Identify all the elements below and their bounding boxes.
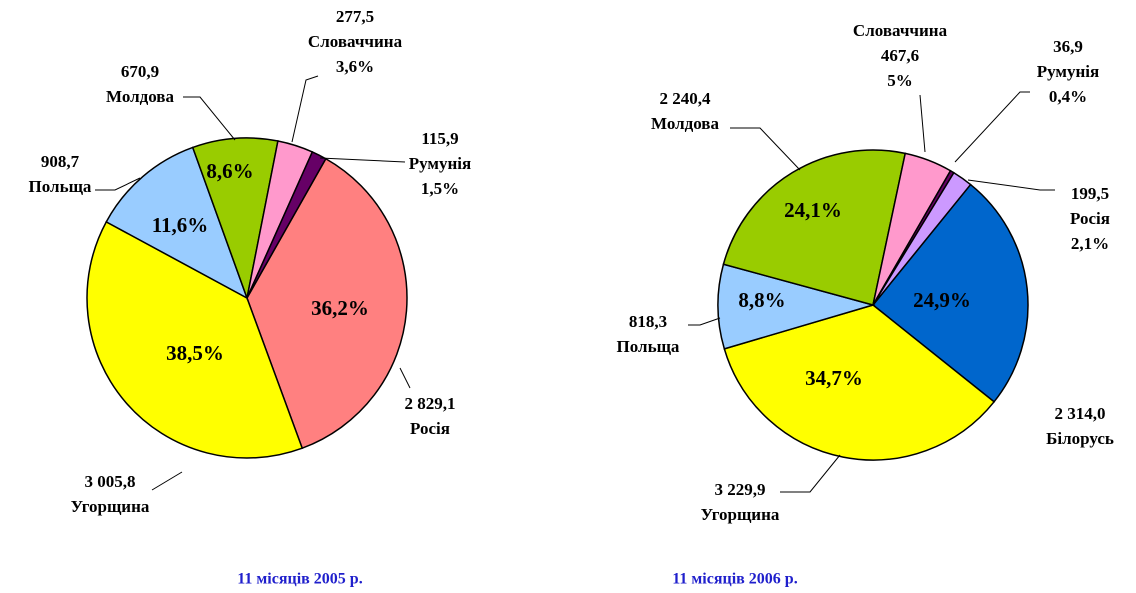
amount-label: 908,7 [41, 152, 80, 171]
category-label: Словаччина [853, 21, 948, 40]
leader-line [183, 96, 236, 141]
leader-line [780, 454, 841, 493]
leader-line [95, 177, 141, 191]
amount-label: 115,9 [421, 129, 458, 148]
amount-label: 818,3 [629, 312, 667, 331]
amount-label: 3 229,9 [715, 480, 766, 499]
category-label: Росія [1070, 209, 1110, 228]
percent-label: 1,5% [421, 179, 459, 198]
leader-line [319, 157, 406, 163]
category-label: Румунія [1037, 62, 1099, 81]
category-label: Угорщина [701, 505, 780, 524]
percent-label: 8,6% [206, 159, 253, 183]
amount-label: 2 314,0 [1055, 404, 1106, 423]
amount-label: 2 240,4 [660, 89, 712, 108]
category-label: Молдова [106, 87, 174, 106]
percent-label: 5% [887, 71, 913, 90]
leader-line [291, 75, 319, 143]
amount-label: 199,5 [1071, 184, 1109, 203]
category-label: Словаччина [308, 32, 403, 51]
pie-slice [723, 304, 996, 461]
amount-label: 670,9 [121, 62, 159, 81]
percent-label: 24,1% [784, 198, 842, 222]
percent-label: 2,1% [1071, 234, 1109, 253]
percent-label: 24,9% [913, 288, 971, 312]
pie-slice [871, 183, 1029, 403]
pie-slice [86, 220, 304, 459]
pie-slice [872, 171, 972, 306]
percent-label: 34,7% [805, 366, 863, 390]
amount-label: 2 829,1 [405, 394, 456, 413]
pie-slice [191, 137, 279, 301]
chart-title: 11 місяців 2006 р. [672, 571, 797, 588]
percent-label: 38,5% [166, 341, 224, 365]
percent-label: 0,4% [1049, 87, 1087, 106]
amount-label: 36,9 [1053, 37, 1083, 56]
percent-label: 36,2% [311, 296, 369, 320]
leader-line [967, 179, 1055, 191]
category-label: Росія [410, 419, 450, 438]
pie-slice [246, 157, 408, 450]
percent-label: 8,8% [738, 288, 785, 312]
leader-line [688, 317, 721, 326]
category-label: Румунія [409, 154, 471, 173]
chart-title: 11 місяців 2005 р. [237, 571, 362, 588]
pie-slice [105, 146, 249, 300]
percent-label: 11,6% [152, 213, 209, 237]
leader-line [399, 367, 411, 389]
amount-label: 467,6 [881, 46, 919, 65]
leader-line [730, 127, 801, 171]
leader-line [954, 91, 1030, 163]
category-label: Польща [617, 337, 680, 356]
leader-line [919, 94, 926, 153]
leader-line [151, 471, 183, 491]
category-label: Білорусь [1046, 429, 1114, 448]
category-label: Угорщина [71, 497, 150, 516]
amount-label: 277,5 [336, 7, 374, 26]
pie-slice [722, 149, 907, 306]
pie-slice [717, 263, 876, 350]
category-label: Молдова [651, 114, 719, 133]
amount-label: 3 005,8 [85, 472, 136, 491]
percent-label: 3,6% [336, 57, 374, 76]
category-label: Польща [29, 177, 92, 196]
